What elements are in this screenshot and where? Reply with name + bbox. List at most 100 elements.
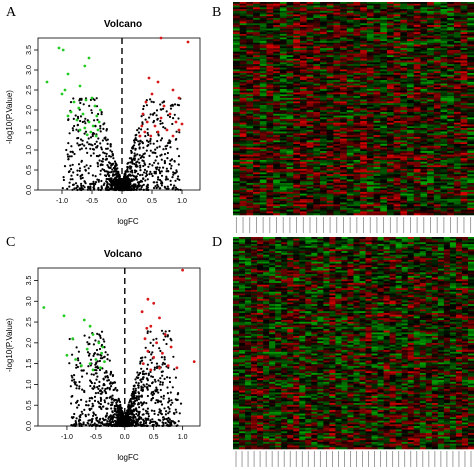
volcano-a-point-ns [97, 137, 100, 140]
heatmap-b-cell [360, 14, 368, 17]
heatmap-b-cell [313, 39, 321, 42]
volcano-a-point-ns [74, 114, 77, 117]
volcano-c-point-ns [173, 368, 176, 371]
volcano-c-point-ns [127, 403, 130, 406]
heatmap-b-cell [360, 60, 368, 63]
heatmap-b-cell [333, 83, 341, 86]
volcano-a-point-ns [102, 127, 105, 130]
heatmap-b-cell [353, 14, 361, 17]
volcano-c-point-ns [75, 366, 78, 369]
heatmap-b-cell [460, 39, 468, 42]
heatmap-b-cell [306, 23, 314, 26]
heatmap-b-cell [253, 64, 261, 67]
heatmap-b-cell [313, 88, 321, 92]
heatmap-b-cell [326, 32, 334, 35]
heatmap-b-cell [299, 58, 307, 61]
volcano-c-point-ns [68, 362, 71, 365]
heatmap-b-cell [239, 67, 247, 70]
volcano-c-point-ns [155, 362, 159, 365]
volcano-c-point-ns [165, 417, 168, 421]
volcano-a-y-tick-label: 1.5 [26, 125, 33, 135]
volcano-a-x-tick-label: -0.5 [86, 198, 98, 205]
heatmap-b-cell [286, 71, 294, 74]
heatmap-b-cell [273, 64, 281, 67]
heatmap-b-cell [320, 9, 328, 12]
heatmap-b-cell [320, 12, 328, 15]
volcano-a-point-ns [86, 141, 89, 144]
heatmap-b-cell [353, 42, 361, 45]
volcano-a-x-axis: -1.0 -0.5 0.0 0.5 1.0 [56, 190, 187, 205]
volcano-c-point-ns [103, 340, 106, 343]
heatmap-b-cell [313, 69, 321, 72]
heatmap-b-cell [279, 32, 287, 35]
volcano-c-point-ns [160, 403, 164, 406]
volcano-a-point-ns [152, 181, 155, 184]
heatmap-b-cell [433, 26, 441, 29]
heatmap-b-cell [440, 73, 448, 76]
volcano-a-point-down [94, 134, 98, 138]
volcano-a-point-ns [91, 174, 94, 177]
heatmap-b-cell [366, 5, 374, 8]
volcano-a-point-up [159, 36, 163, 40]
heatmap-b-cell [273, 2, 281, 5]
heatmap-b-cell [393, 81, 401, 84]
heatmap-b-cell [467, 9, 474, 12]
volcano-a-point-ns [113, 160, 117, 163]
heatmap-b-cell [253, 30, 261, 33]
heatmap-b-cell [326, 78, 334, 81]
volcano-a-point-ns [74, 182, 78, 185]
heatmap-b-cell [233, 81, 240, 84]
volcano-c-point-ns [111, 418, 114, 421]
heatmap-b-cell [313, 23, 321, 26]
heatmap-b-cell [306, 49, 314, 52]
heatmap-b-cell [333, 37, 341, 40]
volcano-c-point-ns [90, 418, 94, 421]
heatmap-b-cell [286, 65, 294, 68]
volcano-a-point-ns [128, 165, 131, 168]
volcano-c-point-ns [116, 404, 119, 408]
heatmap-b-cell [467, 49, 474, 52]
heatmap-b-cell [393, 87, 401, 90]
heatmap-b-cell [460, 5, 468, 8]
heatmap-b-cell [433, 42, 441, 45]
heatmap-b-cell [360, 48, 368, 51]
volcano-a-point-ns [156, 140, 159, 143]
heatmap-b-cell [306, 10, 314, 13]
volcano-c-point-ns [159, 383, 162, 386]
heatmap-b-cell [353, 44, 361, 47]
heatmap-b-cell [273, 26, 281, 29]
heatmap-b-cell [346, 90, 354, 93]
volcano-c-point-ns [153, 368, 156, 371]
heatmap-b-cell [467, 28, 474, 31]
volcano-a-point-ns [94, 125, 97, 128]
volcano-a-point-ns [129, 180, 132, 184]
heatmap-b-cell [393, 73, 401, 76]
heatmap-b-cell [386, 23, 394, 26]
heatmap-b-cell [306, 58, 314, 61]
heatmap-b-cell [380, 57, 388, 60]
volcano-c-point-ns [150, 392, 153, 395]
heatmap-b-cell [353, 48, 361, 51]
heatmap-b-cell [299, 10, 307, 13]
heatmap-b-cell [259, 51, 267, 54]
heatmap-b-cell [467, 26, 474, 29]
heatmap-b-cell [340, 62, 348, 65]
heatmap-b-cell [333, 9, 341, 12]
volcano-a-point-ns [137, 158, 140, 161]
heatmap-b-cell [393, 5, 401, 8]
heatmap-b-cell [447, 46, 455, 49]
heatmap-b-cell [279, 60, 287, 63]
heatmap-b-cell [360, 44, 368, 47]
heatmap-b-cell [427, 83, 435, 86]
heatmap-b-cell [366, 37, 374, 40]
volcano-a-point-ns [144, 118, 147, 121]
volcano-c-point-ns [162, 394, 165, 397]
volcano-c-point-ns [146, 379, 149, 382]
heatmap-b-cell [433, 62, 441, 65]
heatmap-b-cell [306, 9, 314, 12]
heatmap-b-cell [326, 71, 334, 74]
volcano-c-point-ns [157, 413, 160, 416]
volcano-a-point-ns [105, 129, 108, 132]
heatmap-b-cell [239, 3, 247, 6]
heatmap-b-cell [346, 51, 354, 54]
